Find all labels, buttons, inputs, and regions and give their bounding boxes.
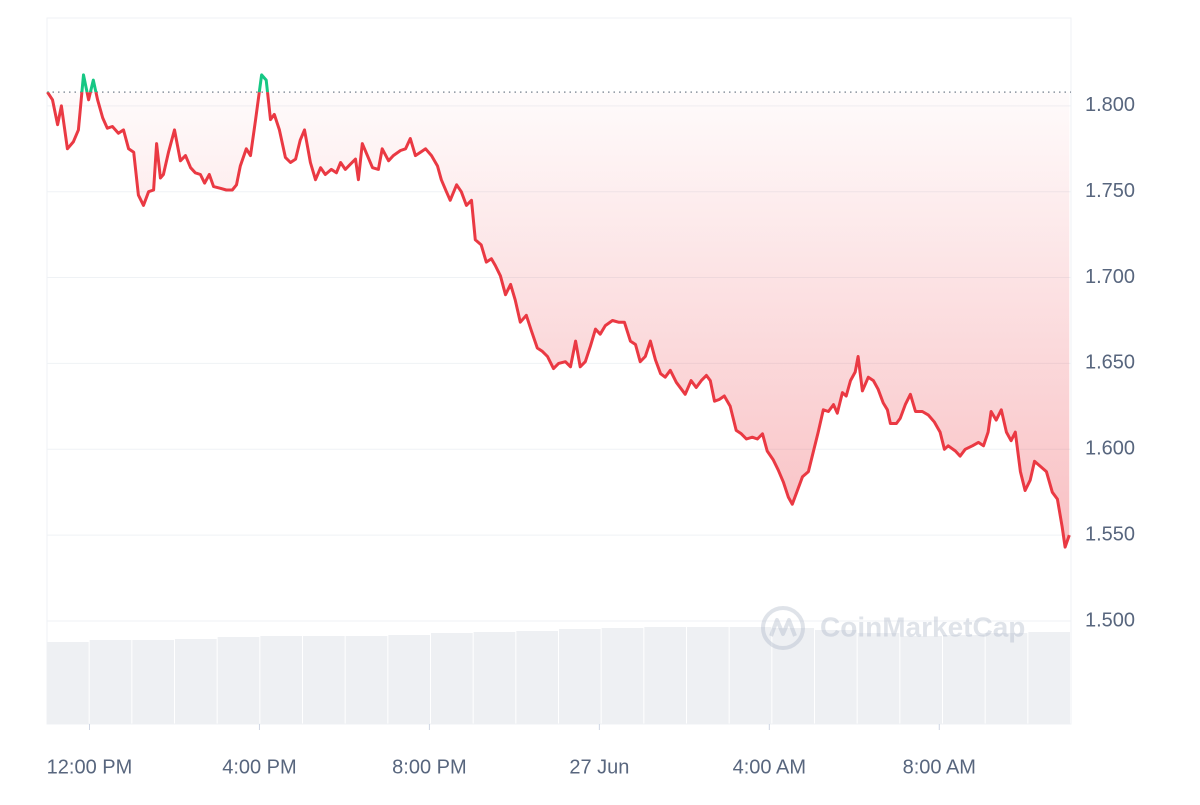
volume-bar (900, 636, 942, 724)
price-line-down (46, 92, 1071, 549)
volume-bar (772, 628, 814, 724)
x-tick-label: 4:00 PM (222, 756, 296, 778)
volume-bar (815, 630, 857, 724)
volume-bar (943, 635, 985, 724)
y-tick-label: 1.600 (1085, 438, 1135, 460)
volume-bar (644, 627, 686, 724)
volume-bar (388, 635, 430, 724)
volume-bar (217, 637, 260, 724)
watermark-text: CoinMarketCap (820, 611, 1025, 642)
x-tick-label: 12:00 PM (47, 756, 133, 778)
y-tick-label: 1.500 (1085, 609, 1135, 631)
area-fill (47, 92, 1070, 548)
volume-bar (687, 627, 729, 724)
volume-bar (857, 633, 900, 724)
x-tick-label: 27 Jun (569, 756, 629, 778)
y-tick-label: 1.700 (1085, 266, 1135, 288)
volume-bar (345, 636, 388, 724)
volume-bar (303, 636, 345, 724)
x-tick-label: 8:00 AM (903, 756, 976, 778)
volume-bar (1028, 632, 1070, 724)
volume-bar (89, 640, 132, 724)
y-tick-label: 1.650 (1085, 352, 1135, 374)
plot (46, 73, 1071, 549)
volume-bar (431, 633, 473, 724)
volume-bar (601, 628, 644, 724)
y-tick-label: 1.550 (1085, 523, 1135, 545)
volume-bar (516, 631, 558, 724)
x-tick-label: 8:00 PM (392, 756, 466, 778)
x-tick-label: 4:00 AM (733, 756, 806, 778)
volume-bar (175, 639, 217, 724)
volume (47, 627, 1070, 724)
volume-bar (473, 632, 516, 724)
volume-bar (985, 633, 1028, 724)
volume-bar (559, 629, 601, 724)
volume-bar (729, 627, 772, 724)
y-tick-label: 1.750 (1085, 180, 1135, 202)
watermark: CoinMarketCap (761, 606, 1025, 650)
volume-bar (47, 642, 89, 724)
volume-bar (132, 640, 174, 724)
y-tick-label: 1.800 (1085, 94, 1135, 116)
volume-bar (260, 636, 302, 724)
